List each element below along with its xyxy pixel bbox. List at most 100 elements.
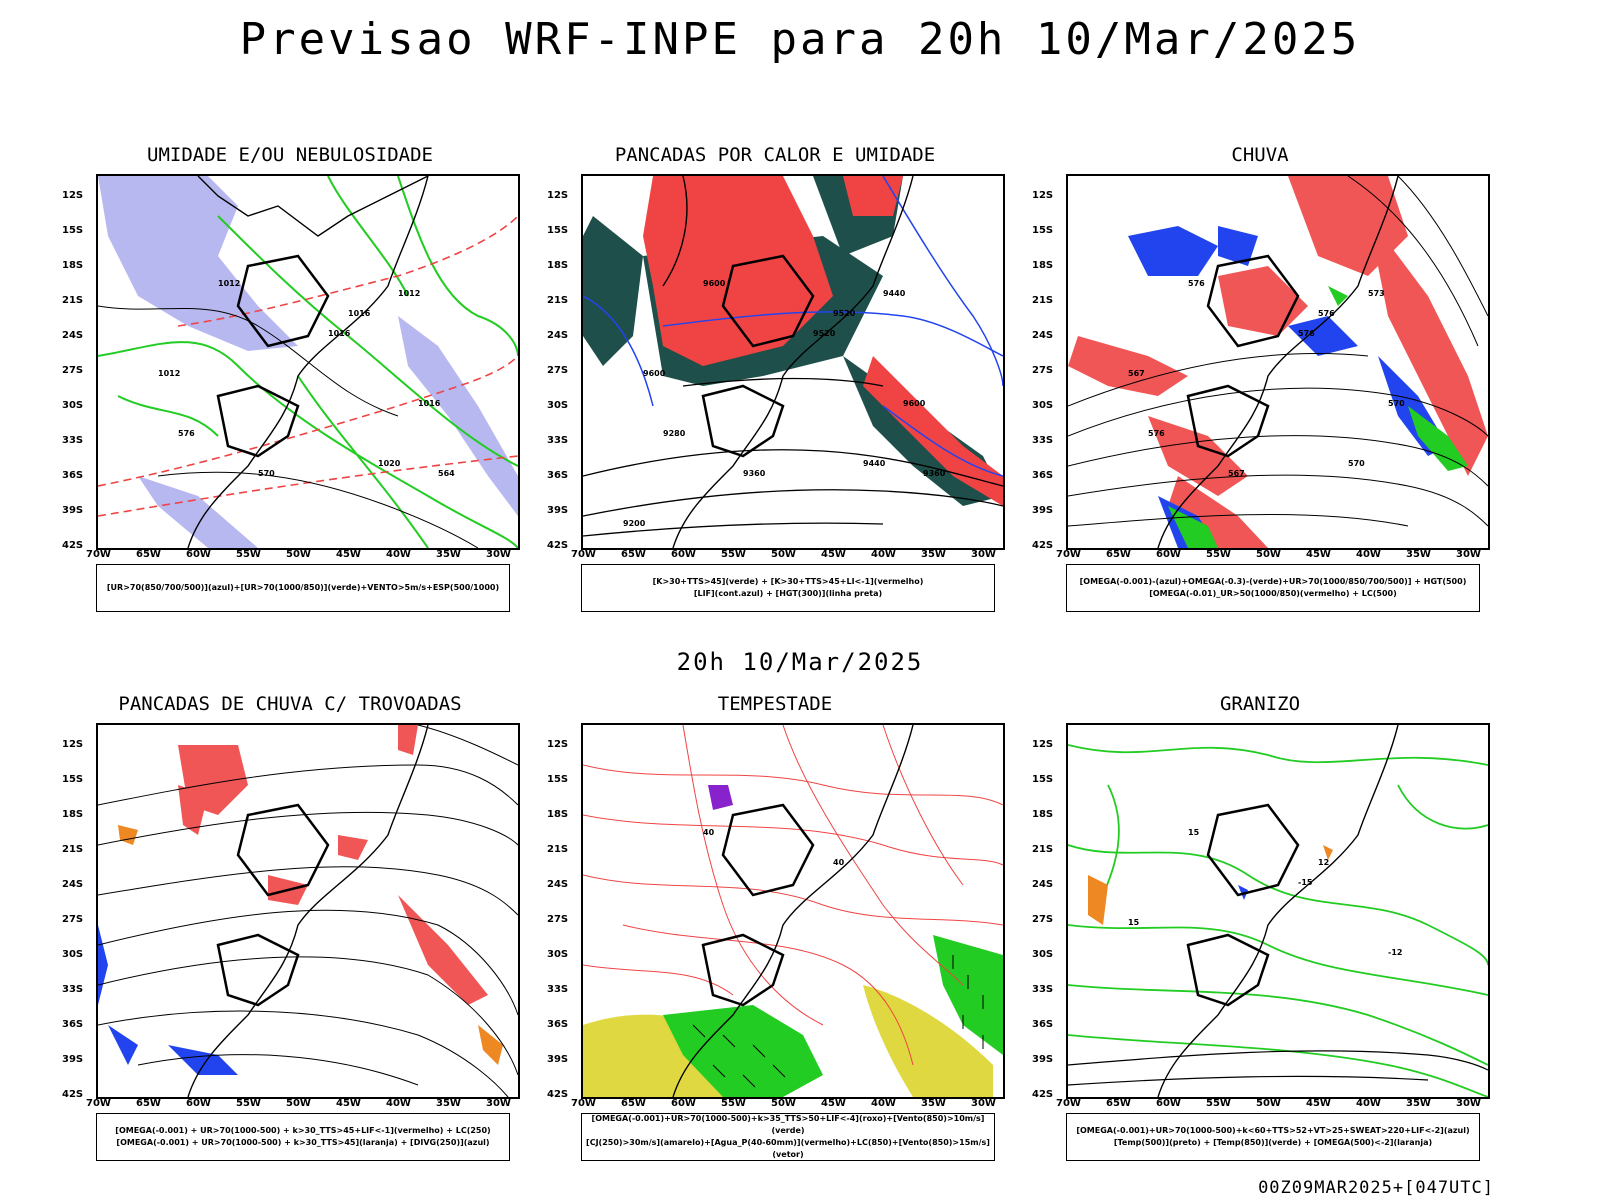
lat-axis-label: 24S	[62, 879, 84, 890]
contour-value-label: 9280	[663, 429, 686, 438]
lat-axis-label: 30S	[62, 400, 84, 411]
lat-axis-label: 15S	[1032, 225, 1054, 236]
blue-divergence-area	[98, 925, 238, 1075]
map-heat-showers[interactable]: 9600 9520 9600 9600 9520 9440 9440 9360 9280 9360…	[581, 174, 1005, 550]
lon-axis-label: 30W	[486, 549, 511, 560]
continent-outline	[662, 176, 914, 548]
lat-axis-label: 21S	[62, 844, 84, 855]
lat-axis-label: 12S	[1032, 190, 1054, 201]
panel-legend: [OMEGA(-0.001)+UR>70(1000-500)+k<60+TTS>…	[1066, 1113, 1480, 1161]
contour-value-label: 9600	[903, 399, 926, 408]
lon-axis-label: 70W	[86, 549, 111, 560]
lon-axis-label: 35W	[436, 549, 461, 560]
panel-title: PANCADAS DE CHUVA C/ TROVOADAS	[118, 693, 462, 715]
map-thunderstorm-showers[interactable]	[96, 723, 520, 1099]
contour-value-label: 576	[1318, 309, 1335, 318]
lat-axis-label: 12S	[547, 739, 569, 750]
continent-outline	[1157, 176, 1399, 548]
lat-axis-label: 33S	[62, 435, 84, 446]
contour-value-label: -12	[1388, 948, 1402, 957]
lat-axis-label: 33S	[62, 984, 84, 995]
green-humidity-contours	[98, 176, 518, 548]
lon-axis-label: 70W	[1056, 549, 1081, 560]
lon-axis-label: 45W	[821, 1098, 846, 1109]
contour-value-label: 1012	[158, 369, 180, 378]
contour-value-label: 576	[1298, 329, 1315, 338]
lon-axis-label: 40W	[386, 1098, 411, 1109]
lat-axis-label: 27S	[62, 914, 84, 925]
lat-axis-label: 27S	[547, 365, 569, 376]
lat-axis-label: 21S	[1032, 295, 1054, 306]
lon-axis-label: 50W	[1256, 1098, 1281, 1109]
contour-value-label: 1012	[218, 279, 240, 288]
lon-axis-label: 30W	[971, 549, 996, 560]
continent-outline	[1157, 725, 1399, 1097]
contour-value-label: 9360	[923, 469, 946, 478]
lat-axis-label: 39S	[1032, 505, 1054, 516]
wind-vectors	[692, 955, 984, 1088]
map-rain[interactable]: 576 576 570 567 576 573 570 567 576	[1066, 174, 1490, 550]
lon-axis-label: 50W	[771, 549, 796, 560]
lon-axis-label: 70W	[86, 1098, 111, 1109]
lon-axis-label: 45W	[1306, 1098, 1331, 1109]
lon-axis-label: 60W	[1156, 1098, 1181, 1109]
lat-axis-label: 24S	[62, 330, 84, 341]
lat-axis-label: 30S	[1032, 400, 1054, 411]
legend-line: [OMEGA(-0.001)+UR>70(1000-500)+k<60+TTS>…	[1076, 1126, 1470, 1135]
lat-axis-label: 36S	[1032, 470, 1054, 481]
isobars	[98, 305, 479, 548]
legend-line: [OMEGA(-0.01)_UR>50(1000/850)(vermelho) …	[1149, 589, 1397, 598]
panel-hail: GRANIZO	[1030, 693, 1490, 1183]
green-omega-area	[1168, 286, 1468, 548]
panel-legend: [OMEGA(-0.001) + UR>70(1000-500) + k>30_…	[96, 1113, 510, 1161]
map-storm[interactable]: 40 40	[581, 723, 1005, 1099]
contour-value-label: 564	[438, 469, 455, 478]
page-title: Previsao WRF-INPE para 20h 10/Mar/2025	[239, 14, 1361, 65]
lon-axis-label: 40W	[1356, 1098, 1381, 1109]
lat-axis-label: 36S	[62, 470, 84, 481]
panel-title: UMIDADE E/OU NEBULOSIDADE	[147, 144, 433, 166]
panel-legend: [K>30+TTS>45](verde) + [K>30+TTS>45+LI<-…	[581, 564, 995, 612]
lon-axis-label: 40W	[871, 1098, 896, 1109]
lon-axis-label: 55W	[1206, 549, 1231, 560]
lon-axis-label: 55W	[721, 1098, 746, 1109]
lat-axis-label: 15S	[547, 225, 569, 236]
lat-axis-label: 42S	[547, 1089, 569, 1100]
lat-axis-label: 30S	[1032, 949, 1054, 960]
continent-outline	[187, 176, 429, 548]
lat-axis-label: 33S	[1032, 984, 1054, 995]
map-humidity[interactable]: 1012 1016 1016 1012 1016 1012 1020 570 576 564	[96, 174, 520, 550]
contour-value-label: 40	[833, 858, 845, 867]
red-water-contours	[583, 725, 1003, 1066]
lat-axis-label: 39S	[547, 505, 569, 516]
lon-axis-label: 40W	[871, 549, 896, 560]
streamlines	[1068, 176, 1488, 527]
lat-axis-label: 15S	[547, 774, 569, 785]
panel-humidity: UMIDADE E/OU NEBULOSIDADE	[60, 144, 520, 634]
contour-value-label: 40	[703, 828, 715, 837]
contour-value-label: 9440	[883, 289, 906, 298]
contour-value-label: 9360	[743, 469, 766, 478]
legend-line: [K>30+TTS>45](verde) + [K>30+TTS>45+LI<-…	[652, 577, 924, 586]
contour-value-label: 570	[258, 469, 275, 478]
lon-axis-label: 30W	[1456, 1098, 1481, 1109]
contour-value-label: 1016	[348, 309, 371, 318]
legend-line: [OMEGA(-0.001) + UR>70(1000-500) + k>30_…	[115, 1126, 491, 1135]
contour-value-label: 576	[1148, 429, 1165, 438]
contour-value-label: 570	[1388, 399, 1405, 408]
contour-value-label: 12	[1318, 858, 1329, 867]
lon-axis-label: 70W	[571, 549, 596, 560]
contour-value-label: 9520	[833, 309, 856, 318]
map-hail[interactable]: 15 12 -12 15 -15	[1066, 723, 1490, 1099]
lon-axis-label: 55W	[236, 549, 261, 560]
lon-axis-label: 55W	[236, 1098, 261, 1109]
contour-value-label: 567	[1128, 369, 1145, 378]
legend-line: [Temp(500)](preto) + [Temp(850)](verde) …	[1113, 1138, 1433, 1147]
blue-lif-contours	[583, 176, 1003, 477]
lon-axis-label: 60W	[186, 549, 211, 560]
legend-line: [OMEGA(-0.001) + UR>70(1000-500) + k>30_…	[116, 1138, 490, 1147]
contour-value-label: 567	[1228, 469, 1245, 478]
panel-thunderstorm-showers: PANCADAS DE CHUVA C/ TROVOADAS	[60, 693, 520, 1183]
lat-axis-label: 33S	[1032, 435, 1054, 446]
orange-omega-area	[1088, 845, 1333, 925]
